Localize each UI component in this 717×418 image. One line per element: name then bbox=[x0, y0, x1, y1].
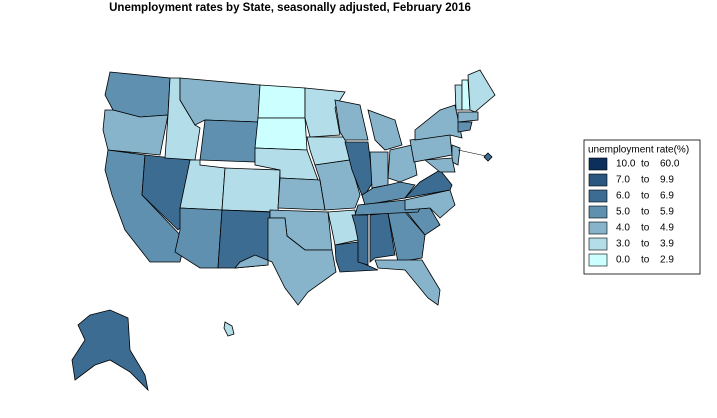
state-map bbox=[71, 69, 496, 392]
legend-separator: to bbox=[641, 159, 650, 170]
state-region bbox=[369, 151, 389, 189]
state-region bbox=[257, 84, 306, 119]
state-region bbox=[327, 209, 359, 246]
legend-high: 9.9 bbox=[660, 175, 674, 186]
state-region bbox=[334, 99, 369, 141]
legend-title: unemployment rate(%) bbox=[588, 145, 689, 156]
state-region bbox=[102, 109, 169, 156]
state-region bbox=[221, 167, 281, 213]
state-region bbox=[277, 177, 326, 211]
legend-swatch bbox=[588, 237, 608, 251]
legend-low: 6.0 bbox=[616, 191, 630, 202]
legend-separator: to bbox=[641, 207, 650, 218]
legend-high: 3.9 bbox=[660, 239, 674, 250]
legend-high: 6.9 bbox=[660, 191, 674, 202]
legend-separator: to bbox=[641, 191, 650, 202]
legend-separator: to bbox=[641, 239, 650, 250]
legend-high: 60.0 bbox=[660, 159, 680, 170]
legend-low: 4.0 bbox=[616, 223, 630, 234]
legend-swatch bbox=[588, 173, 608, 187]
legend-swatch bbox=[588, 253, 608, 267]
legend-low: 3.0 bbox=[616, 239, 630, 250]
legend-low: 0.0 bbox=[616, 255, 630, 266]
map-title: Unemployment rates by State, seasonally … bbox=[109, 2, 471, 14]
state-region bbox=[414, 104, 463, 141]
legend-swatch bbox=[588, 221, 608, 235]
state-region bbox=[457, 121, 473, 133]
legend-low: 5.0 bbox=[616, 207, 630, 218]
state-region bbox=[367, 109, 403, 151]
leader-line bbox=[457, 149, 487, 157]
state-region bbox=[387, 144, 418, 183]
state-region bbox=[374, 259, 441, 306]
state-region bbox=[234, 217, 337, 306]
legend-swatch bbox=[588, 189, 608, 203]
state-region bbox=[483, 152, 493, 162]
state-region bbox=[423, 157, 456, 173]
state-region bbox=[254, 117, 308, 151]
state-region bbox=[199, 119, 259, 163]
state-region bbox=[179, 77, 261, 126]
state-region bbox=[174, 207, 223, 269]
legend-high: 4.9 bbox=[660, 223, 674, 234]
state-region bbox=[223, 321, 235, 337]
legend-separator: to bbox=[641, 255, 650, 266]
state-region bbox=[71, 309, 149, 392]
legend-high: 2.9 bbox=[660, 255, 674, 266]
state-region bbox=[344, 141, 374, 199]
legend-low: 7.0 bbox=[616, 175, 630, 186]
state-region bbox=[351, 214, 369, 266]
legend-separator: to bbox=[641, 223, 650, 234]
legend-separator: to bbox=[641, 175, 650, 186]
legend-swatch bbox=[588, 157, 608, 171]
legend-high: 5.9 bbox=[660, 207, 674, 218]
state-region bbox=[454, 84, 463, 111]
legend: 10.0 to 60.0 7.0 to 9.9 6.0 to 6.9 5.0 to 5.9 4.0 to 4… bbox=[588, 157, 680, 267]
state-region bbox=[403, 169, 453, 199]
legend-swatch bbox=[588, 205, 608, 219]
legend-low: 10.0 bbox=[616, 159, 636, 170]
state-region bbox=[457, 111, 479, 123]
state-region bbox=[467, 69, 496, 113]
